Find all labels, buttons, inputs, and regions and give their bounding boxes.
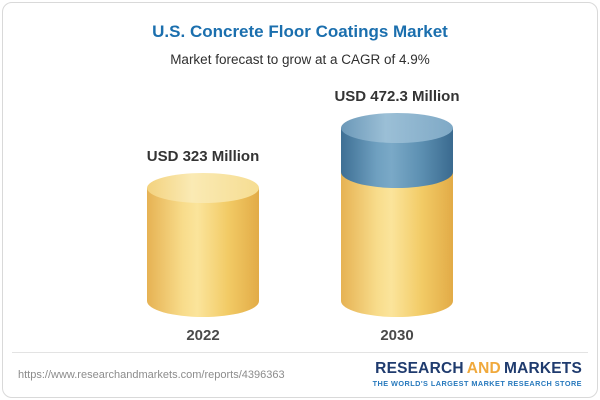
year-label-2022: 2022 <box>186 326 220 344</box>
chart-subtitle: Market forecast to grow at a CAGR of 4.9… <box>170 52 430 67</box>
cylinder-2022 <box>147 172 259 317</box>
bar-group-2030: USD 472.3 Million 2030 <box>321 88 473 344</box>
cylinder-2022-body <box>147 187 259 317</box>
brand-word-markets: MARKETS <box>503 360 582 378</box>
value-label-2030: USD 472.3 Million <box>334 88 460 105</box>
cylinder-2030-base-segment <box>341 171 453 317</box>
bar-group-2022: USD 323 Million 2022 <box>127 148 279 344</box>
cylinder-2030 <box>341 113 453 317</box>
source-url: https://www.researchandmarkets.com/repor… <box>18 368 285 381</box>
cylinder-2030-top-cap <box>341 113 453 143</box>
brand-tagline: THE WORLD'S LARGEST MARKET RESEARCH STOR… <box>372 379 582 389</box>
cylinder-2022-top-cap <box>147 172 259 203</box>
brand-word-research: RESEARCH <box>375 360 464 378</box>
chart-title: U.S. Concrete Floor Coatings Market <box>152 22 448 41</box>
brand-word-and: AND <box>466 360 501 378</box>
value-label-2022: USD 323 Million <box>146 147 260 165</box>
footer: https://www.researchandmarkets.com/repor… <box>12 352 588 396</box>
chart-area: USD 323 Million 2022 USD 472.3 Million 2… <box>0 88 600 344</box>
brand-logo-wordmark: RESEARCH AND MARKETS <box>373 360 582 378</box>
year-label-2030: 2030 <box>380 326 414 344</box>
chart-header: U.S. Concrete Floor Coatings Market Mark… <box>0 22 600 67</box>
brand-logo: RESEARCH AND MARKETS THE WORLD'S LARGEST M… <box>373 360 582 388</box>
